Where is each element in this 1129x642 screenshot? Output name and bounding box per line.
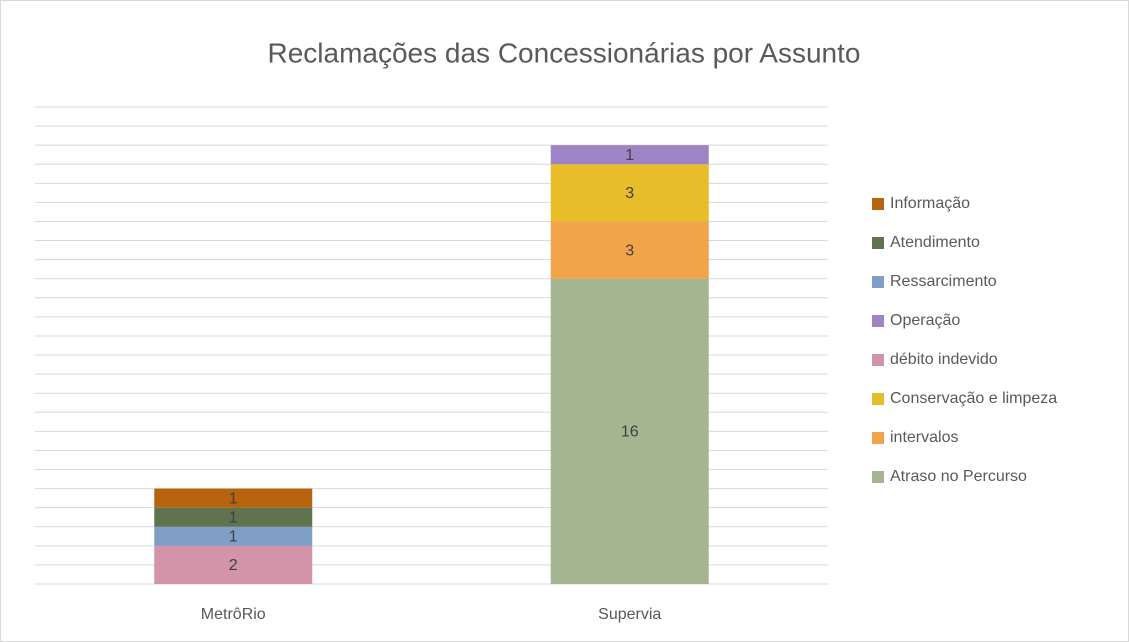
bar-segment [154,488,313,508]
legend-swatch [872,432,884,444]
data-label: 1 [229,529,238,546]
data-label: 3 [625,242,634,259]
bar-segment [154,526,313,546]
data-label: 3 [625,185,634,202]
bar-segment [154,507,313,527]
legend-label: Ressarcimento [890,273,997,290]
legend-swatch [872,198,884,210]
legend-label: Atendimento [890,234,980,251]
legend-label: Atraso no Percurso [890,468,1027,485]
chart-title: Reclamações das Concessionárias por Assu… [268,37,861,68]
legend-label: Informação [890,195,970,212]
legend-swatch [872,354,884,366]
x-tick-label: MetrôRio [201,606,266,623]
legend-swatch [872,315,884,327]
legend-swatch [872,471,884,483]
legend-label: intervalos [890,429,958,446]
data-label: 16 [621,424,639,441]
bar-segment [550,278,709,584]
legend-label: Conservação e limpeza [890,390,1057,407]
bar-segment [154,545,313,584]
bar-segment [550,221,709,279]
data-label: 1 [229,509,238,526]
data-label: 1 [229,490,238,507]
bar-segment [550,164,709,222]
legend-swatch [872,237,884,249]
data-label: 2 [229,557,238,574]
data-label: 1 [625,147,634,164]
bar-segment [550,145,709,165]
legend-label: Operação [890,312,960,329]
legend-label: débito indevido [890,351,998,368]
legend-swatch [872,393,884,405]
legend-swatch [872,276,884,288]
x-tick-label: Supervia [598,606,661,623]
